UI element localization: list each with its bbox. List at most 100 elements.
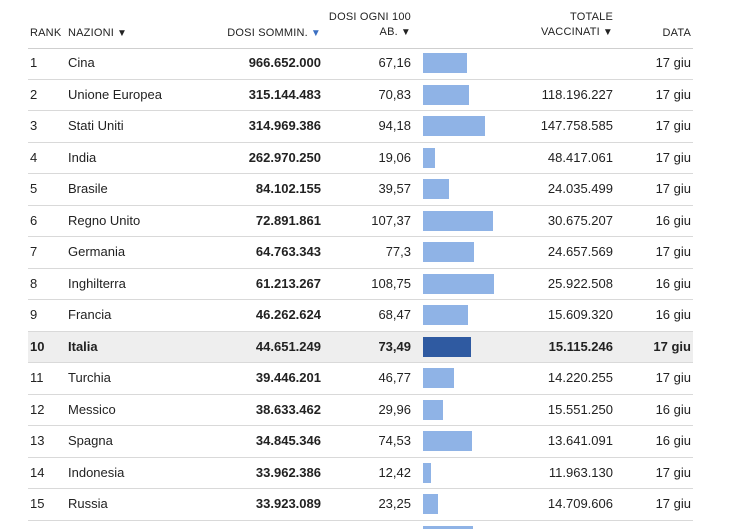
table-row-partial: [28, 521, 693, 529]
rank-cell: 12: [30, 401, 45, 417]
nation-cell: Messico: [68, 401, 116, 417]
table-row: 10 Italia 44.651.249 73,49 15.115.246 17 giu: [28, 331, 693, 363]
vacc-cell: 15.551.250: [547, 401, 613, 417]
vacc-cell: 13.641.091: [547, 433, 613, 448]
vacc-cell: 24.035.499: [547, 181, 613, 196]
data-cell: 16 giu: [655, 212, 691, 228]
table-row: 14 Indonesia 33.962.386 12,42 11.963.130 17 g…: [28, 458, 693, 489]
header-ogni-label-1: DOSI OGNI 100: [328, 11, 411, 23]
ogni-cell: 107,37: [371, 212, 411, 228]
vacc-cell: 24.657.569: [547, 244, 613, 259]
ogni-bar: [423, 210, 494, 231]
sort-arrow-ogni-icon: ▼: [400, 27, 411, 38]
rank-cell: 9: [30, 307, 38, 322]
rank-cell: 1: [30, 55, 38, 70]
header-vacc-label-2: VACCINATI: [541, 26, 600, 38]
data-cell: 16 giu: [655, 401, 691, 417]
table-row: 4 India 262.970.250 19,06 48.417.061 17 giu: [28, 143, 693, 174]
nation-cell: Francia: [68, 307, 112, 322]
vacc-cell: 11.963.130: [548, 464, 613, 480]
nation-cell: Cina: [68, 55, 95, 70]
sort-arrow-dosi-icon: ▼: [310, 28, 321, 39]
dosi-cell: 315.144.483: [248, 86, 321, 102]
dosi-cell: 84.102.155: [255, 181, 321, 196]
vacc-cell: 25.922.508: [547, 275, 613, 291]
nation-cell: Spagna: [68, 433, 113, 448]
nation-cell: Germania: [68, 244, 126, 259]
data-cell: 17 giu: [655, 55, 691, 70]
rank-cell: 15: [30, 496, 45, 511]
data-cell: 16 giu: [655, 307, 691, 322]
dosi-cell: 72.891.861: [255, 212, 321, 228]
vacc-cell: 147.758.585: [540, 118, 613, 133]
vacc-cell: 48.417.061: [547, 149, 613, 165]
nation-cell: Regno Unito: [68, 212, 141, 228]
header-dosi[interactable]: DOSI SOMMIN. ▼: [227, 26, 321, 41]
rank-cell: 8: [30, 275, 38, 291]
ogni-cell: 29,96: [378, 401, 411, 417]
table-row: 3 Stati Uniti 314.969.386 94,18 147.758.585 1…: [28, 111, 693, 143]
table-row: 13 Spagna 34.845.346 74,53 13.641.091 16 giu: [28, 426, 693, 458]
nation-cell: Italia: [68, 338, 98, 354]
data-cell: 17 giu: [653, 338, 691, 354]
table-row: 8 Inghilterra 61.213.267 108,75 25.922.508 16…: [28, 269, 693, 300]
table-row: 6 Regno Unito 72.891.861 107,37 30.675.207 16…: [28, 206, 693, 237]
ogni-cell: 19,06: [378, 149, 411, 165]
dosi-cell: 44.651.249: [255, 338, 321, 354]
ogni-cell: 46,77: [378, 370, 411, 385]
table-row: 7 Germania 64.763.343 77,3 24.657.569 17 giu: [28, 237, 693, 269]
data-cell: 17 giu: [655, 464, 691, 480]
nation-cell: Stati Uniti: [68, 118, 124, 133]
ogni-cell: 67,16: [378, 55, 411, 70]
ogni-cell: 74,53: [378, 433, 411, 448]
header-vacc[interactable]: TOTALE VACCINATI ▼: [541, 10, 613, 40]
data-cell: 16 giu: [655, 433, 691, 448]
dosi-cell: 33.923.089: [255, 496, 321, 511]
dosi-cell: 64.763.343: [255, 244, 321, 259]
table-body: 1 Cina 966.652.000 67,16 17 giu 2 Unione Europ…: [28, 48, 693, 529]
rank-cell: 4: [30, 149, 38, 165]
nation-cell: Inghilterra: [68, 275, 126, 291]
dosi-cell: 33.962.386: [255, 464, 321, 480]
data-cell: 17 giu: [655, 181, 691, 196]
table-header: RANK NAZIONI ▼ DOSI SOMMIN. ▼ DOSI OGNI 10…: [28, 0, 693, 49]
table-row: 2 Unione Europea 315.144.483 70,83 118.196.2…: [28, 80, 693, 111]
sort-arrow-vacc-icon: ▼: [602, 27, 613, 38]
header-ogni-label-2: AB.: [379, 26, 398, 38]
vacc-cell: 15.115.246: [548, 338, 613, 354]
table-row: 5 Brasile 84.102.155 39,57 24.035.499 17 giu: [28, 174, 693, 206]
header-data[interactable]: DATA: [662, 26, 691, 41]
ogni-bar: [423, 368, 454, 388]
ogni-cell: 73,49: [378, 338, 411, 354]
nation-cell: India: [68, 149, 97, 165]
data-cell: 17 giu: [655, 86, 691, 102]
ogni-bar: [423, 336, 472, 357]
dosi-cell: 61.213.267: [255, 275, 321, 291]
data-cell: 17 giu: [655, 149, 691, 165]
ogni-cell: 23,25: [378, 496, 411, 511]
data-cell: 17 giu: [655, 370, 691, 385]
data-cell: 16 giu: [655, 275, 691, 291]
data-cell: 17 giu: [655, 496, 691, 511]
header-rank[interactable]: RANK: [30, 26, 61, 41]
ogni-bar: [423, 525, 473, 529]
ogni-cell: 12,42: [378, 464, 411, 480]
ogni-bar: [423, 273, 495, 294]
header-nation[interactable]: NAZIONI ▼: [68, 26, 127, 41]
dosi-cell: 262.970.250: [248, 149, 321, 165]
header-ogni[interactable]: DOSI OGNI 100 AB. ▼: [329, 10, 411, 40]
data-cell: 17 giu: [655, 244, 691, 259]
table-row: 15 Russia 33.923.089 23,25 14.709.606 17 giu: [28, 489, 693, 521]
data-cell: 17 giu: [655, 118, 691, 133]
dosi-cell: 38.633.462: [255, 401, 321, 417]
header-dosi-label: DOSI SOMMIN.: [227, 27, 308, 39]
ogni-cell: 39,57: [378, 181, 411, 196]
dosi-cell: 39.446.201: [255, 370, 321, 385]
rank-cell: 3: [30, 118, 38, 133]
vacc-cell: 14.709.606: [547, 496, 613, 511]
ogni-bar: [423, 462, 432, 483]
ogni-bar: [423, 494, 439, 514]
rank-cell: 10: [30, 338, 45, 354]
dosi-cell: 966.652.000: [248, 55, 321, 70]
sort-arrow-nation-icon: ▼: [117, 28, 128, 39]
